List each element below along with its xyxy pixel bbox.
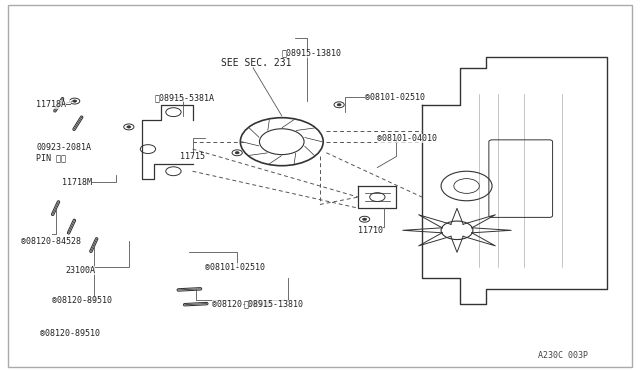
- Circle shape: [70, 98, 80, 104]
- Text: A230C 003P: A230C 003P: [538, 350, 588, 359]
- Text: ®08120-89510: ®08120-89510: [212, 300, 271, 309]
- Circle shape: [337, 103, 341, 106]
- Text: ®08101-02510: ®08101-02510: [365, 93, 424, 102]
- Text: ®08101-04010: ®08101-04010: [378, 134, 437, 142]
- Circle shape: [334, 102, 344, 108]
- Text: 11718M: 11718M: [62, 178, 92, 187]
- Circle shape: [363, 218, 367, 221]
- Text: ®08120-89510: ®08120-89510: [40, 329, 100, 338]
- Text: 11718A―: 11718A―: [36, 100, 72, 109]
- Text: ®08120-84528: ®08120-84528: [20, 237, 81, 246]
- Text: ®08120-89510: ®08120-89510: [52, 296, 113, 305]
- Text: 11715: 11715: [180, 152, 205, 161]
- Circle shape: [124, 124, 134, 130]
- Circle shape: [360, 216, 370, 222]
- Text: Ⓠ08915-5381A: Ⓠ08915-5381A: [154, 93, 214, 102]
- Text: SEE SEC. 231: SEE SEC. 231: [221, 58, 292, 68]
- Text: Ⓠ08915-13810: Ⓠ08915-13810: [282, 49, 342, 58]
- Text: 00923-2081A
PIN ピン: 00923-2081A PIN ピン: [36, 143, 92, 163]
- Circle shape: [127, 126, 131, 128]
- Circle shape: [235, 151, 239, 154]
- Text: 11710: 11710: [358, 226, 383, 235]
- Text: ®08101-02510: ®08101-02510: [205, 263, 266, 272]
- Text: 23100A: 23100A: [65, 266, 95, 275]
- Text: Ⓠ08915-13810: Ⓠ08915-13810: [244, 300, 303, 309]
- Circle shape: [232, 150, 243, 156]
- Circle shape: [72, 100, 77, 102]
